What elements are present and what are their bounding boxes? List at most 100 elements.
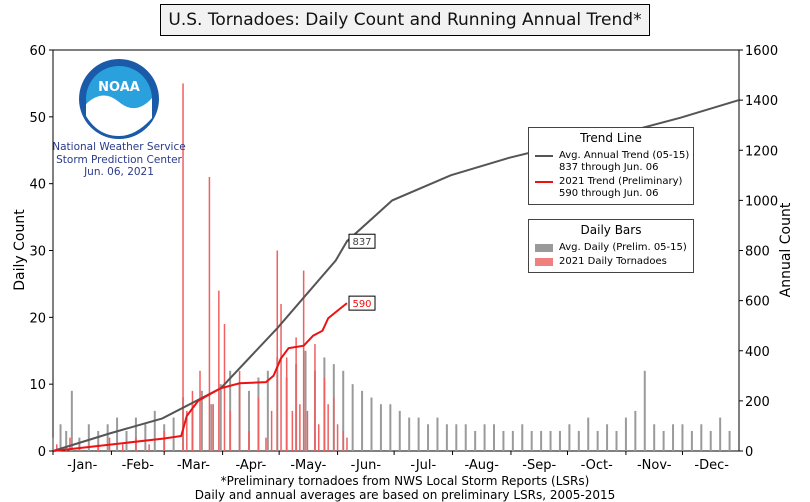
- avg-daily-bar: [690, 430, 693, 451]
- avg-daily-bar: [474, 430, 477, 451]
- avg-daily-bar: [106, 424, 109, 451]
- x-tick-label: -Jul-: [410, 458, 436, 473]
- avg-daily-bar: [266, 370, 269, 451]
- trend-legend-line: 837 through Jun. 06: [559, 162, 659, 173]
- daily-2021-bar: [199, 370, 201, 451]
- x-tick-label: -Oct-: [581, 458, 614, 473]
- daily-2021-bar: [323, 377, 326, 451]
- x-tick-label: -Sep-: [522, 458, 556, 473]
- avg-daily-bar: [634, 410, 637, 451]
- daily-2021-bar: [163, 430, 165, 451]
- avg-daily-bar: [70, 390, 73, 451]
- daily-2021-bar: [186, 410, 188, 451]
- daily-2021-bar: [182, 83, 184, 452]
- trend-legend: Trend Line Avg. Annual Trend (05-15) 837…: [528, 127, 694, 205]
- y-tick-label: 50: [29, 111, 46, 126]
- y2-tick-label: 1600: [745, 44, 778, 59]
- daily-2021-bar: [191, 390, 194, 451]
- avg-daily-bar: [65, 430, 68, 451]
- avg-daily-bar: [558, 430, 561, 451]
- bars-legend-label: 2021 Daily Tornadoes: [559, 256, 667, 267]
- y-tick-label: 0: [38, 445, 46, 460]
- x-tick-label: -May-: [290, 458, 326, 473]
- noaa-caption-line: Jun. 06, 2021: [84, 166, 154, 178]
- bars-legend-item: 2021 Daily Tornadoes: [529, 256, 667, 268]
- x-tick-label: -Jan-: [67, 458, 97, 473]
- daily-2021-bar: [56, 444, 58, 451]
- avg-daily-bar: [379, 404, 382, 451]
- avg-daily-bar: [662, 430, 665, 451]
- value-label: 837: [352, 237, 371, 248]
- daily-2021-bar: [238, 370, 241, 451]
- daily-2021-bar: [280, 303, 282, 451]
- daily-2021-bar: [306, 410, 309, 451]
- footer-notes: *Preliminary tornadoes from NWS Local St…: [0, 474, 810, 502]
- avg-daily-bar: [52, 437, 54, 451]
- avg-daily-bar: [304, 350, 307, 451]
- avg-daily-bar: [389, 404, 392, 451]
- daily-2021-bar: [265, 437, 267, 451]
- avg-daily-bar: [455, 424, 458, 451]
- avg-daily-bar: [672, 424, 675, 451]
- bars-legend-swatch: [535, 258, 553, 266]
- trend-legend-item: Avg. Annual Trend (05-15) 837 through Ju…: [529, 150, 689, 174]
- noaa-caption: National Weather Service Storm Predictio…: [44, 141, 194, 179]
- avg-daily-bar: [502, 430, 505, 451]
- daily-2021-bar: [336, 424, 339, 451]
- daily-2021-bar: [248, 430, 250, 451]
- y2-tick-label: 600: [745, 295, 770, 310]
- avg-daily-bar: [615, 430, 618, 451]
- avg-daily-bar: [681, 424, 684, 451]
- y2-tick-label: 1000: [745, 194, 778, 209]
- avg-daily-bar: [445, 424, 448, 451]
- avg-daily-bar: [728, 430, 731, 451]
- noaa-caption-line: National Weather Service: [52, 141, 186, 153]
- avg-daily-bar: [219, 384, 222, 451]
- trend-legend-item: 2021 Trend (Preliminary) 590 through Jun…: [529, 176, 682, 200]
- avg-daily-bar: [200, 390, 203, 451]
- avg-daily-bar: [643, 370, 646, 451]
- chart-title: U.S. Tornadoes: Daily Count and Running …: [160, 4, 650, 36]
- value-label: 590: [352, 299, 371, 310]
- avg-daily-bar: [408, 417, 411, 451]
- x-tick-label: -Apr-: [236, 458, 267, 473]
- avg-daily-bar: [97, 430, 100, 451]
- trend-line: [52, 302, 348, 452]
- avg-daily-bar: [700, 424, 703, 451]
- y2-tick-label: 200: [745, 395, 770, 410]
- avg-daily-bar: [361, 390, 364, 451]
- avg-daily-bar: [417, 417, 420, 451]
- daily-2021-bar: [276, 250, 279, 451]
- noaa-logo: NOAA: [78, 58, 160, 140]
- bars-legend-item: Avg. Daily (Prelim. 05-15): [529, 242, 687, 254]
- avg-daily-bar: [134, 417, 137, 451]
- avg-daily-bar: [540, 430, 543, 451]
- avg-daily-bar: [606, 424, 609, 451]
- trend-legend-title: Trend Line: [580, 131, 642, 145]
- avg-daily-bar: [370, 397, 373, 451]
- y2-tick-label: 400: [745, 345, 770, 360]
- avg-daily-bar: [577, 430, 580, 451]
- value-label-box: [348, 295, 376, 311]
- x-tick-label: -Aug-: [465, 458, 500, 473]
- y2-tick-label: 1200: [745, 144, 778, 159]
- x-tick-label: -Nov-: [637, 458, 672, 473]
- avg-daily-bar: [653, 424, 656, 451]
- daily-2021-bar: [327, 404, 329, 451]
- daily-2021-bar: [302, 270, 305, 451]
- y2-tick-label: 0: [745, 445, 753, 460]
- avg-daily-bar: [493, 424, 495, 451]
- avg-daily-bar: [624, 417, 627, 451]
- bars-legend-swatch: [535, 244, 553, 252]
- avg-daily-bar: [587, 417, 590, 451]
- daily-2021-bar: [121, 444, 124, 451]
- avg-daily-bar: [719, 417, 722, 451]
- value-label-box: [348, 233, 376, 249]
- avg-daily-bar: [172, 417, 175, 451]
- bars-legend-title: Daily Bars: [580, 223, 642, 237]
- avg-daily-bar: [351, 384, 354, 451]
- y-tick-label: 10: [29, 378, 46, 393]
- avg-daily-bar: [483, 424, 486, 451]
- avg-daily-bar: [153, 410, 156, 451]
- avg-daily-bar: [144, 424, 147, 451]
